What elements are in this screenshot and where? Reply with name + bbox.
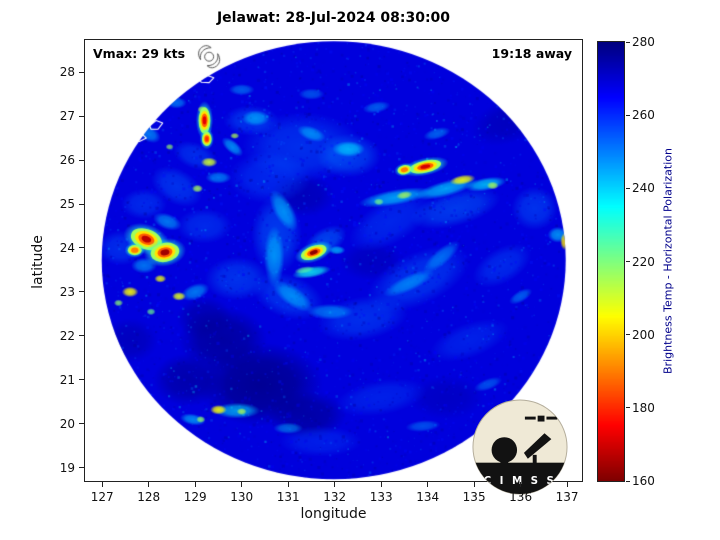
y-tick-mark <box>79 71 84 73</box>
logo-letters: C I M S S <box>484 475 557 487</box>
x-tick-label: 136 <box>509 490 533 504</box>
y-tick-mark <box>79 247 84 249</box>
y-tick-label: 25 <box>59 197 75 211</box>
y-tick-label: 19 <box>59 460 75 475</box>
colorbar-tick-label: 240 <box>632 181 655 196</box>
colorbar-box <box>597 41 625 482</box>
colorbar-tick-label: 180 <box>632 400 655 415</box>
y-tick-label: 20 <box>59 416 75 431</box>
y-tick-mark <box>79 203 84 205</box>
x-tick-mark <box>427 482 429 487</box>
y-tick-label: 22 <box>59 328 75 343</box>
vmax-annotation: Vmax: 29 kts <box>93 46 186 61</box>
y-tick-mark <box>79 159 84 161</box>
x-tick-mark <box>380 482 382 487</box>
eta-annotation: 19:18 away <box>491 46 572 61</box>
x-tick-mark <box>520 482 522 487</box>
x-tick-label: 135 <box>462 490 486 504</box>
colorbar-tick-mark <box>626 407 630 409</box>
y-tick-label: 23 <box>59 284 75 299</box>
colorbar-tick-label: 280 <box>632 35 655 49</box>
y-tick-label: 27 <box>59 109 75 124</box>
y-tick-label: 21 <box>59 372 75 387</box>
dish-antenna-icon <box>523 433 552 459</box>
radome-stand <box>500 456 509 465</box>
y-tick-label: 26 <box>59 153 75 168</box>
plot-title: Jelawat: 28-Jul-2024 08:30:00 <box>216 10 451 26</box>
x-tick-label: 137 <box>555 490 579 504</box>
y-tick-mark <box>79 115 84 117</box>
colorbar-tick-label: 200 <box>632 327 655 342</box>
colorbar-tick-label: 160 <box>632 474 655 488</box>
x-tick-mark <box>473 482 475 487</box>
x-tick-mark <box>566 482 568 487</box>
colorbar-tick-label: 260 <box>632 108 655 123</box>
x-tick-label: 133 <box>369 490 393 504</box>
x-tick-mark <box>241 482 243 487</box>
y-tick-mark <box>79 423 84 425</box>
cimss-logo: C I M S S <box>472 399 568 495</box>
colorbar-tick-mark <box>626 261 630 262</box>
x-tick-label: 129 <box>183 490 207 504</box>
radome-icon <box>491 437 518 463</box>
x-tick-label: 128 <box>137 490 161 504</box>
x-axis-label: longitude <box>300 506 367 522</box>
satellite-icon <box>524 415 558 422</box>
x-tick-mark <box>148 482 150 487</box>
x-tick-mark <box>101 482 103 487</box>
y-tick-label: 24 <box>59 240 75 255</box>
colorbar-tick-mark <box>626 480 630 482</box>
y-tick-mark <box>79 467 84 469</box>
x-tick-label: 134 <box>416 490 440 504</box>
y-tick-mark <box>79 335 84 337</box>
y-tick-mark <box>79 379 84 381</box>
x-tick-label: 131 <box>276 490 300 504</box>
colorbar-label: Brightness Temp - Horizontal Polarizatio… <box>661 148 675 374</box>
colorbar-tick-mark <box>626 334 630 336</box>
y-tick-label: 28 <box>59 65 75 80</box>
x-tick-mark <box>194 482 196 487</box>
colorbar-gradient <box>598 42 624 481</box>
dish-mast <box>532 454 537 465</box>
x-tick-label: 132 <box>323 490 347 504</box>
colorbar-tick-mark <box>626 187 630 189</box>
x-tick-mark <box>334 482 336 487</box>
x-tick-label: 130 <box>230 490 254 504</box>
colorbar-tick-label: 220 <box>632 254 655 269</box>
colorbar-tick-mark <box>626 114 630 116</box>
x-tick-mark <box>287 482 289 487</box>
colorbar-tick-mark <box>626 41 630 43</box>
x-tick-label: 127 <box>90 490 114 504</box>
y-tick-mark <box>79 291 84 293</box>
